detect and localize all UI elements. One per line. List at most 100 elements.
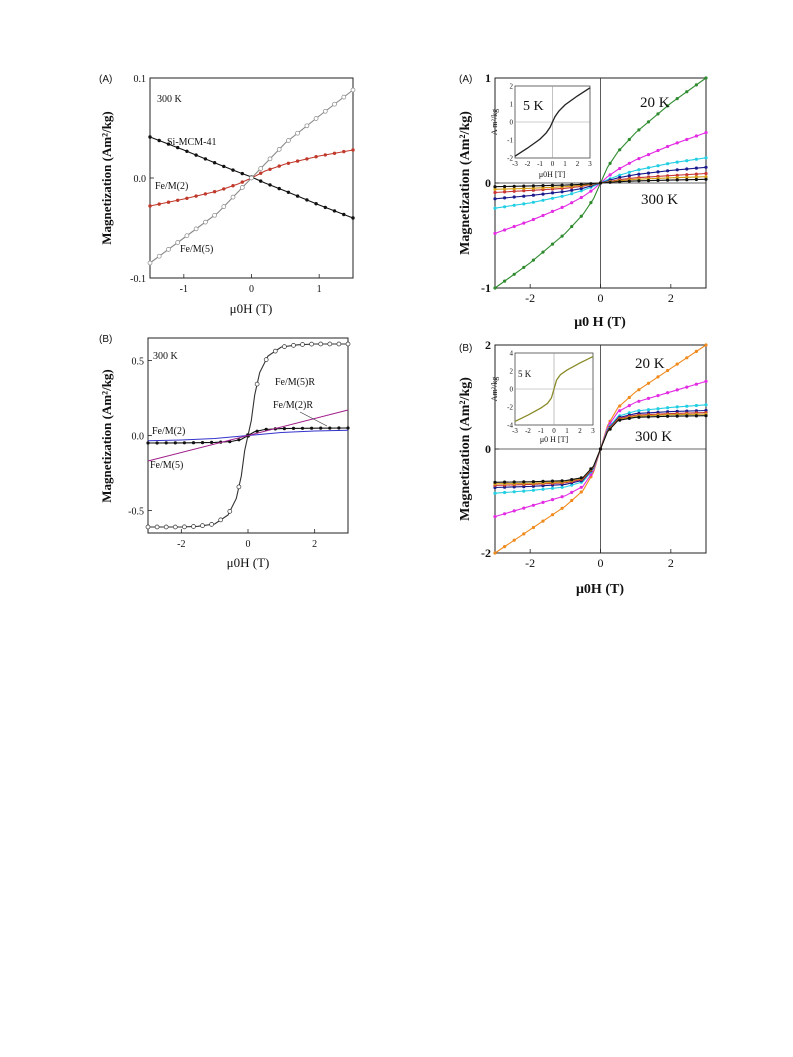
data-point <box>627 137 631 142</box>
x-tick-label: -1 <box>180 284 188 295</box>
data-point <box>493 206 497 210</box>
data-point <box>598 447 603 451</box>
data-point <box>493 286 497 290</box>
data-point <box>351 216 355 220</box>
x-tick-label: -2 <box>525 291 535 305</box>
data-point <box>694 83 698 87</box>
data-point <box>146 441 150 445</box>
data-point <box>666 414 670 418</box>
y-tick-label: 0 <box>485 442 491 456</box>
data-point <box>522 194 526 198</box>
data-point <box>493 515 497 519</box>
data-point <box>550 242 555 246</box>
data-point <box>263 357 269 362</box>
data-point <box>550 183 555 187</box>
data-point <box>637 415 641 419</box>
inset-x-tick-label: -1 <box>538 427 544 435</box>
data-point <box>173 441 177 445</box>
data-point <box>512 490 516 494</box>
data-point <box>503 279 507 283</box>
data-point <box>579 476 583 480</box>
inset-y-tick-label: 2 <box>510 83 514 91</box>
data-point <box>579 214 583 218</box>
data-point <box>627 170 631 174</box>
data-point <box>589 201 593 205</box>
data-point <box>512 184 516 188</box>
data-point <box>704 165 708 169</box>
data-point <box>342 149 346 154</box>
data-point <box>694 166 698 170</box>
y-axis-label: Magnetization (Am²/kg) <box>99 369 114 503</box>
data-point <box>541 198 545 202</box>
data-point <box>282 344 287 349</box>
data-point <box>166 142 171 146</box>
data-point <box>493 491 497 495</box>
data-point <box>704 171 708 176</box>
data-point <box>646 381 651 385</box>
inset-y-tick-label: -1 <box>507 137 513 145</box>
data-point <box>579 490 583 494</box>
data-point <box>175 240 181 245</box>
data-point <box>570 498 574 503</box>
data-point <box>493 185 497 189</box>
data-point <box>291 343 296 348</box>
inset-y-tick-label: -2 <box>507 155 513 163</box>
inset-x-tick-label: 3 <box>591 427 595 435</box>
data-point <box>666 176 670 180</box>
data-point <box>512 272 516 276</box>
data-point <box>522 184 526 188</box>
data-point <box>286 161 291 165</box>
data-point <box>694 172 698 176</box>
panel-label: (A) <box>459 74 472 85</box>
data-point <box>323 205 327 210</box>
data-point <box>685 137 689 142</box>
data-point <box>646 396 651 400</box>
data-point <box>172 524 178 530</box>
data-point <box>332 209 337 213</box>
data-point <box>666 178 670 182</box>
data-point <box>254 381 260 387</box>
data-point <box>236 484 242 490</box>
data-point <box>314 202 318 206</box>
data-point <box>541 192 545 196</box>
data-point <box>203 157 208 161</box>
inset-series-line <box>514 87 591 157</box>
data-point <box>627 395 631 400</box>
data-point <box>704 175 708 179</box>
data-point <box>656 394 660 398</box>
data-point <box>560 234 564 238</box>
data-point <box>218 517 224 523</box>
data-point <box>637 172 641 176</box>
data-point <box>618 404 622 408</box>
data-point <box>627 416 631 420</box>
y-axis-label: Magnetization (Am²/kg) <box>458 377 473 521</box>
data-point <box>322 108 328 114</box>
data-point <box>305 157 309 161</box>
data-point <box>522 480 526 484</box>
y-tick-label: 0.1 <box>134 74 147 85</box>
data-point <box>550 498 555 502</box>
data-point <box>560 194 564 198</box>
data-point <box>512 203 516 207</box>
data-point <box>328 426 332 430</box>
data-point <box>346 426 350 430</box>
data-point <box>277 186 281 191</box>
data-point <box>560 190 564 194</box>
data-point <box>646 408 651 412</box>
inset-x-tick-label: 2 <box>576 160 580 168</box>
data-point <box>550 196 555 200</box>
data-point <box>512 538 516 542</box>
data-point <box>675 97 679 101</box>
inset-x-tick-label: 1 <box>565 427 569 435</box>
data-point <box>512 224 516 229</box>
inset-x-tick-label: -1 <box>537 160 543 168</box>
data-point <box>531 488 535 492</box>
data-point <box>314 155 318 159</box>
data-point <box>646 166 651 170</box>
data-point <box>704 403 708 407</box>
data-point <box>336 341 342 347</box>
data-point <box>503 190 507 194</box>
data-point <box>531 184 535 188</box>
annotation-fe-m5r: Fe/M(5)R <box>275 377 315 388</box>
data-point <box>332 101 337 107</box>
